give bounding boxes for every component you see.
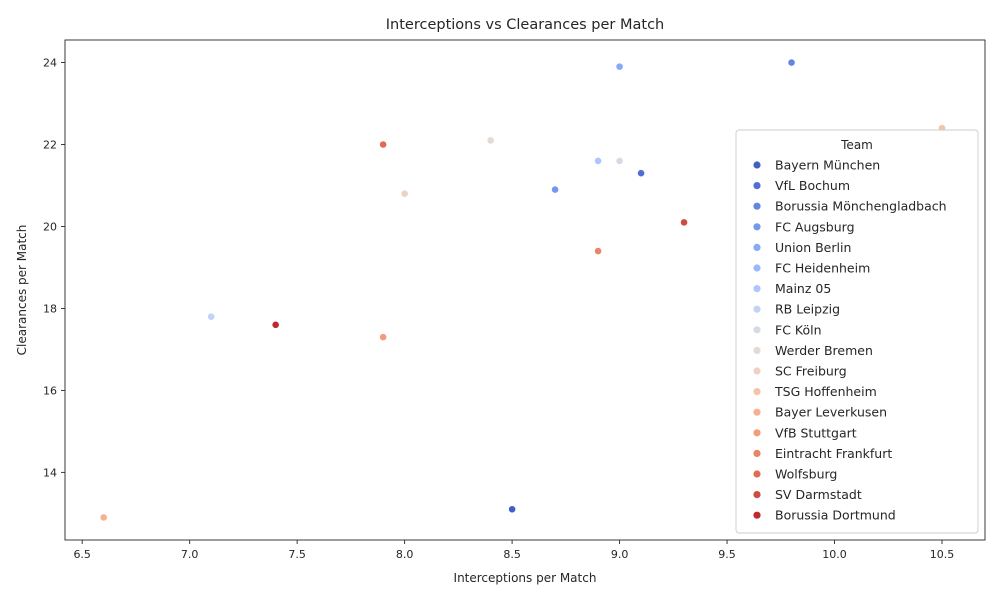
legend-item: VfB Stuttgart: [753, 425, 857, 440]
x-tick-label: 9.0: [611, 548, 629, 561]
legend-item: RB Leipzig: [753, 302, 840, 317]
legend-box: [735, 129, 979, 534]
legend-label: RB Leipzig: [775, 302, 840, 317]
legend-marker: [753, 470, 761, 478]
legend-marker: [753, 161, 761, 169]
legend-marker: [753, 367, 761, 375]
legend-marker: [753, 285, 761, 293]
data-point: [680, 218, 688, 227]
data-point: [594, 157, 602, 165]
data-point: [271, 320, 280, 329]
legend-label: VfB Stuttgart: [775, 425, 857, 440]
legend-label: FC Köln: [775, 322, 822, 337]
data-point: [787, 58, 796, 67]
y-tick-label: 14: [43, 466, 57, 479]
data-point: [637, 169, 645, 178]
legend-label: SC Freiburg: [775, 364, 847, 379]
chart-title: Interceptions vs Clearances per Match: [386, 17, 665, 33]
legend-title: Team: [840, 138, 873, 152]
y-tick-label: 22: [43, 139, 57, 152]
plot-area: 6.5 7.0 7.5 8.0 8.5 9.0 9.5 10.0 10.5 14 16 18 20 22…: [43, 39, 986, 561]
legend-item: FC Heidenheim: [753, 261, 870, 276]
x-tick-label: 10.5: [930, 548, 955, 561]
legend-label: Union Berlin: [775, 240, 851, 255]
y-axis-ticks: 14 16 18 20 22 24: [43, 57, 65, 479]
legend-item: Borussia Mönchengladbach: [753, 199, 947, 214]
legend: Team Bayern München VfL Bochum Borussia Mö…: [735, 129, 979, 534]
data-point: [379, 140, 388, 149]
legend-label: Wolfsburg: [775, 467, 837, 482]
data-point: [400, 189, 409, 198]
x-tick-label: 7.0: [181, 548, 199, 561]
legend-label: Werder Bremen: [775, 343, 873, 358]
legend-item: Bayer Leverkusen: [753, 405, 887, 420]
legend-label: VfL Bochum: [775, 178, 850, 193]
legend-marker: [753, 388, 761, 396]
y-tick-label: 20: [43, 220, 57, 233]
legend-item: SV Darmstadt: [753, 487, 862, 502]
legend-marker: [753, 182, 761, 190]
legend-marker: [753, 408, 761, 416]
y-tick-label: 16: [43, 384, 57, 397]
x-axis-label: Interceptions per Match: [454, 571, 597, 585]
legend-label: Bayern München: [775, 158, 880, 173]
legend-label: FC Heidenheim: [775, 261, 870, 276]
x-tick-label: 8.5: [503, 548, 521, 561]
legend-item: Wolfsburg: [753, 467, 837, 482]
data-point: [207, 312, 216, 321]
legend-marker: [753, 264, 761, 272]
y-tick-label: 24: [43, 57, 57, 70]
legend-item: Mainz 05: [753, 281, 831, 296]
data-point: [551, 185, 559, 194]
y-tick-label: 18: [43, 302, 57, 315]
legend-item: Borussia Dortmund: [753, 508, 896, 523]
y-axis-label: Clearances per Match: [15, 225, 29, 356]
x-tick-label: 7.5: [288, 548, 306, 561]
legend-marker: [753, 326, 761, 334]
x-tick-label: 10.0: [822, 548, 847, 561]
legend-label: Bayer Leverkusen: [775, 405, 887, 420]
legend-label: FC Augsburg: [775, 219, 855, 234]
data-point: [379, 333, 388, 342]
legend-marker: [753, 223, 761, 231]
legend-marker: [753, 202, 761, 210]
data-point: [508, 505, 517, 514]
x-tick-label: 9.5: [718, 548, 736, 561]
legend-items: Bayern München VfL Bochum Borussia Mönchen…: [753, 158, 947, 523]
legend-marker: [753, 429, 761, 437]
x-tick-label: 8.0: [396, 548, 414, 561]
legend-item: Bayern München: [753, 158, 880, 173]
legend-item: VfL Bochum: [753, 178, 850, 193]
data-point: [615, 62, 624, 71]
legend-item: TSG Hoffenheim: [753, 384, 877, 399]
legend-label: Borussia Dortmund: [775, 508, 896, 523]
data-point: [486, 136, 495, 145]
plot-frame: [64, 39, 986, 541]
x-axis-ticks: 6.5 7.0 7.5 8.0 8.5 9.0 9.5 10.0 10.5: [73, 540, 954, 561]
legend-marker: [753, 491, 761, 499]
legend-item: SC Freiburg: [753, 364, 847, 379]
data-point: [99, 513, 108, 522]
legend-marker: [753, 511, 761, 519]
legend-marker: [753, 305, 761, 313]
legend-item: Werder Bremen: [753, 343, 873, 358]
x-tick-label: 6.5: [73, 548, 91, 561]
data-point: [615, 157, 624, 165]
legend-item: Union Berlin: [753, 240, 851, 255]
legend-item: Eintracht Frankfurt: [753, 446, 892, 461]
legend-item: FC Köln: [753, 322, 822, 337]
legend-item: FC Augsburg: [753, 219, 855, 234]
legend-marker: [753, 449, 761, 457]
legend-label: Borussia Mönchengladbach: [775, 199, 947, 214]
legend-label: TSG Hoffenheim: [774, 384, 877, 399]
data-point: [594, 247, 602, 255]
legend-label: Mainz 05: [775, 281, 831, 296]
legend-label: SV Darmstadt: [775, 487, 862, 502]
legend-label: Eintracht Frankfurt: [775, 446, 892, 461]
legend-marker: [753, 346, 761, 354]
legend-marker: [753, 243, 761, 251]
